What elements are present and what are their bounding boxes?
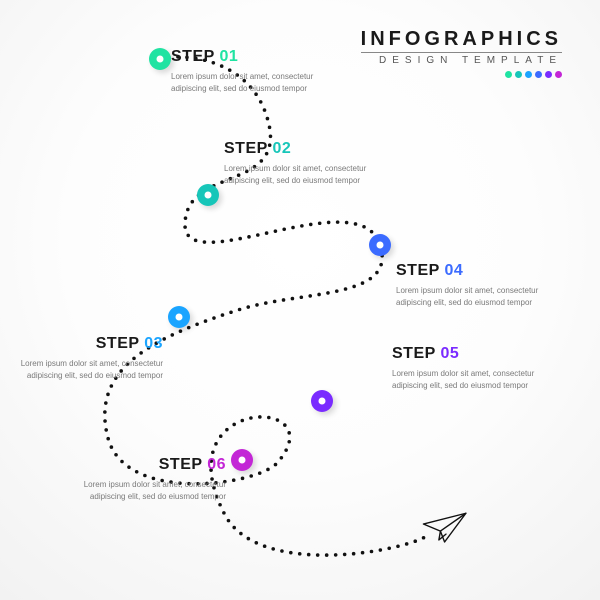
step-label: STEP (396, 262, 440, 279)
step-number: 06 (207, 456, 226, 473)
step-node-5 (311, 390, 333, 412)
step-label: STEP (159, 456, 203, 473)
step-node-2 (197, 184, 219, 206)
step-body: Lorem ipsum dolor sit amet, consectetur … (396, 285, 546, 308)
paper-plane-icon (418, 504, 468, 552)
step-block-5: STEP 05 Lorem ipsum dolor sit amet, conse… (392, 345, 562, 391)
step-number: 03 (144, 335, 163, 352)
step-title: STEP 04 (396, 262, 566, 280)
step-number: 04 (444, 262, 463, 279)
step-body: Lorem ipsum dolor sit amet, consectetur … (171, 71, 321, 94)
step-title: STEP 05 (392, 345, 562, 363)
step-number: 05 (440, 345, 459, 362)
step-block-1: STEP 01 Lorem ipsum dolor sit amet, conse… (171, 48, 341, 94)
step-title: STEP 01 (171, 48, 341, 66)
step-title: STEP 03 (0, 335, 163, 353)
step-node-4 (369, 234, 391, 256)
step-block-2: STEP 02 Lorem ipsum dolor sit amet, conse… (224, 140, 394, 186)
step-body: Lorem ipsum dolor sit amet, consectetur … (76, 479, 226, 502)
step-node-3 (168, 306, 190, 328)
step-title: STEP 02 (224, 140, 394, 158)
step-block-3: STEP 03 Lorem ipsum dolor sit amet, conse… (0, 335, 163, 381)
step-label: STEP (96, 335, 140, 352)
step-node-1 (149, 48, 171, 70)
step-title: STEP 06 (56, 456, 226, 474)
step-label: STEP (171, 48, 215, 65)
step-node-6 (231, 449, 253, 471)
step-label: STEP (224, 140, 268, 157)
step-block-4: STEP 04 Lorem ipsum dolor sit amet, conse… (396, 262, 566, 308)
step-block-6: STEP 06 Lorem ipsum dolor sit amet, conse… (56, 456, 226, 502)
step-body: Lorem ipsum dolor sit amet, consectetur … (392, 368, 542, 391)
step-number: 02 (272, 140, 291, 157)
step-body: Lorem ipsum dolor sit amet, consectetur … (13, 358, 163, 381)
step-body: Lorem ipsum dolor sit amet, consectetur … (224, 163, 374, 186)
step-label: STEP (392, 345, 436, 362)
step-number: 01 (219, 48, 238, 65)
